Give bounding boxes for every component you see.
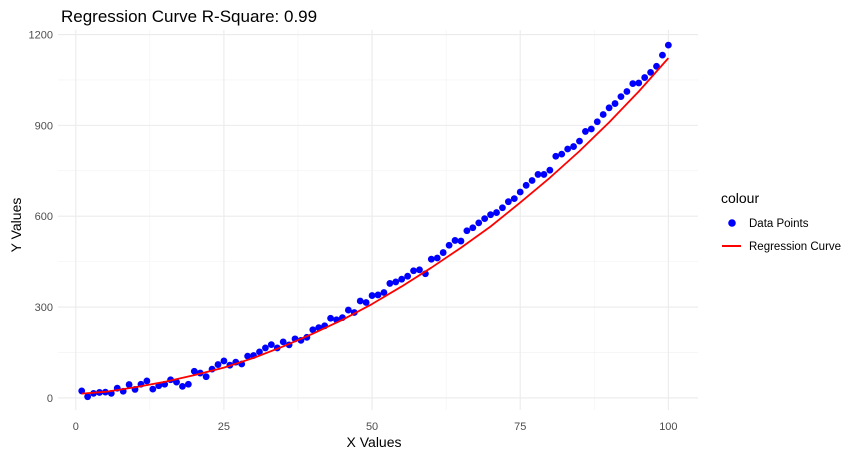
data-point (220, 357, 228, 365)
data-point (179, 382, 186, 390)
data-point (404, 272, 412, 280)
data-point (279, 338, 287, 346)
data-point (647, 68, 654, 76)
data-point (587, 125, 595, 133)
regression-curve-layer (81, 57, 670, 395)
data-point (439, 249, 447, 256)
data-point (374, 291, 382, 299)
x-tick-label: 50 (366, 421, 378, 433)
y-tick-label: 600 (35, 211, 53, 223)
data-point (629, 80, 637, 87)
data-point (386, 280, 394, 287)
data-point (522, 181, 530, 189)
data-point (540, 171, 548, 178)
data-point (190, 367, 198, 375)
data-point (149, 385, 157, 393)
legend: colour Data Points Regression Curve (721, 190, 841, 253)
data-point (368, 292, 376, 299)
data-point (267, 341, 275, 348)
data-point (617, 93, 625, 101)
data-point (576, 137, 583, 145)
data-point (493, 209, 500, 216)
data-point (552, 152, 560, 160)
x-tick-label: 0 (73, 421, 79, 433)
data-point (582, 128, 589, 135)
data-point (564, 145, 572, 153)
data-point (125, 381, 133, 388)
data-point (356, 297, 364, 305)
data-point (599, 111, 607, 118)
data-point (469, 224, 477, 232)
y-axis-title: Y Values (8, 198, 24, 253)
data-point (184, 380, 192, 388)
x-axis-ticks: 0 25 50 75 100 (73, 421, 678, 433)
x-axis-title: X Values (347, 434, 402, 450)
data-point (256, 348, 263, 356)
data-point (398, 275, 406, 283)
chart-title: Regression Curve R-Square: 0.99 (61, 7, 317, 26)
data-point (664, 41, 672, 49)
data-point (635, 79, 643, 87)
data-point (244, 352, 252, 360)
regression-curve-line (81, 57, 670, 395)
legend-title: colour (721, 190, 759, 206)
data-point (653, 62, 660, 70)
data-point (475, 219, 483, 227)
data-point (546, 166, 554, 174)
data-point (504, 198, 512, 206)
data-point (392, 278, 400, 286)
data-point (510, 195, 518, 203)
data-point (611, 100, 619, 107)
data-point (659, 51, 666, 59)
x-tick-label: 100 (659, 421, 677, 433)
data-point (481, 215, 489, 223)
x-tick-label: 25 (218, 421, 230, 433)
data-point (202, 373, 210, 381)
legend-key-data-points (728, 219, 736, 227)
data-point (558, 150, 566, 158)
data-point (309, 326, 317, 334)
data-point (416, 266, 423, 274)
data-point (327, 314, 334, 322)
data-point (499, 204, 506, 212)
data-point (605, 104, 613, 112)
data-points-layer (78, 41, 672, 401)
data-point (451, 237, 459, 244)
data-point (344, 306, 352, 314)
data-point (410, 267, 417, 275)
data-point (262, 344, 269, 352)
data-point (380, 289, 388, 296)
data-point (528, 177, 536, 184)
data-point (214, 361, 222, 368)
y-axis-ticks: 0 300 600 900 1200 (29, 30, 53, 405)
legend-label-data-points: Data Points (749, 218, 809, 230)
data-point (84, 393, 92, 401)
data-point (487, 211, 494, 219)
data-point (516, 188, 524, 196)
grid-lines (58, 30, 698, 410)
y-tick-label: 1200 (29, 30, 53, 42)
y-tick-label: 0 (47, 393, 53, 405)
data-point (362, 299, 370, 306)
legend-label-regression-curve: Regression Curve (749, 241, 841, 253)
data-point (143, 377, 151, 385)
data-point (570, 143, 577, 150)
x-tick-label: 75 (514, 421, 526, 433)
y-tick-label: 900 (35, 120, 53, 132)
y-tick-label: 300 (35, 302, 53, 314)
data-point (427, 255, 435, 263)
data-point (534, 171, 542, 178)
data-point (641, 74, 649, 81)
data-point (457, 237, 465, 245)
data-point (623, 88, 631, 95)
data-point (463, 227, 471, 235)
data-point (445, 241, 453, 249)
data-point (433, 254, 441, 262)
data-point (593, 118, 601, 126)
